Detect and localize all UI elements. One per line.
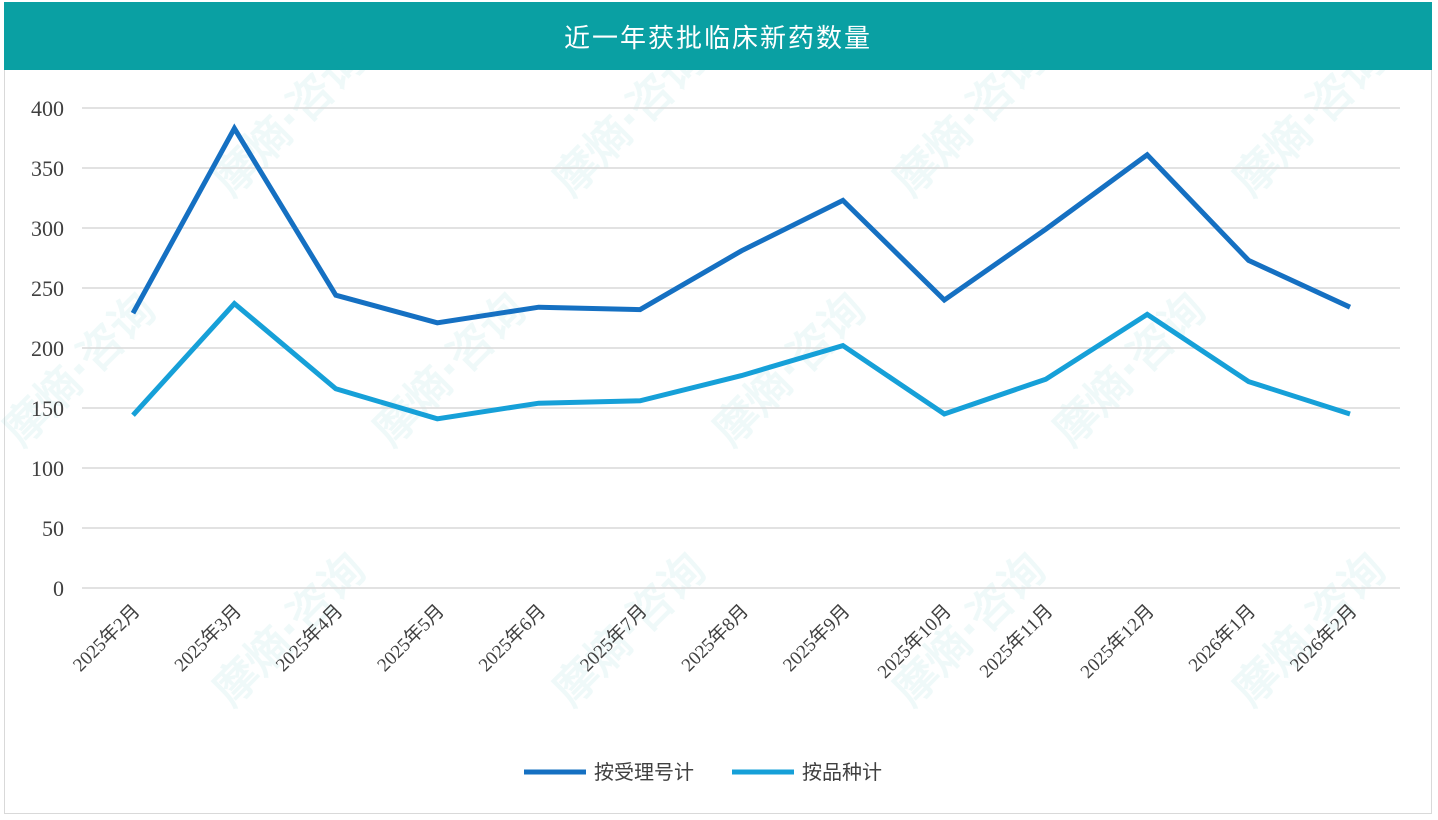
watermark-text: 摩熵·咨询 — [1224, 34, 1396, 206]
series-line-1 — [130, 123, 1352, 326]
x-tick-label: 2025年12月 — [1076, 600, 1159, 683]
x-tick-label: 2025年2月 — [69, 600, 145, 676]
y-tick-label: 200 — [31, 336, 64, 361]
y-tick-label: 250 — [31, 276, 64, 301]
watermark-text: 摩熵·咨询 — [1044, 284, 1216, 456]
legend-label-1: 按受理号计 — [594, 760, 694, 784]
y-tick-label: 400 — [31, 96, 64, 121]
y-tick-label: 100 — [31, 456, 64, 481]
watermark-text: 摩熵·咨询 — [0, 284, 166, 456]
y-tick-label: 350 — [31, 156, 64, 181]
x-tick-label: 2025年9月 — [778, 600, 854, 676]
y-axis-ticks: 0 50 100 150 200 250 300 350 400 — [31, 96, 64, 601]
legend-label-2: 按品种计 — [802, 760, 882, 784]
y-tick-label: 50 — [42, 516, 64, 541]
y-tick-label: 0 — [53, 576, 64, 601]
watermark-text: 摩熵·咨询 — [704, 284, 876, 456]
chart-title: 近一年获批临床新药数量 — [4, 2, 1432, 70]
watermark-text: 摩熵·咨询 — [1224, 544, 1396, 716]
series-line-2 — [131, 300, 1351, 422]
watermark-text: 摩熵·咨询 — [544, 34, 716, 206]
x-tick-label: 2025年5月 — [373, 600, 449, 676]
watermark-text: 摩熵·咨询 — [884, 34, 1056, 206]
y-tick-label: 150 — [31, 396, 64, 421]
y-tick-label: 300 — [31, 216, 64, 241]
x-tick-label: 2025年8月 — [677, 600, 753, 676]
grid-lines — [82, 107, 1400, 589]
watermark-text: 摩熵·咨询 — [204, 34, 376, 206]
x-tick-label: 2025年6月 — [474, 600, 550, 676]
series-lines — [130, 123, 1352, 422]
legend: 按受理号计 按品种计 — [524, 760, 882, 784]
